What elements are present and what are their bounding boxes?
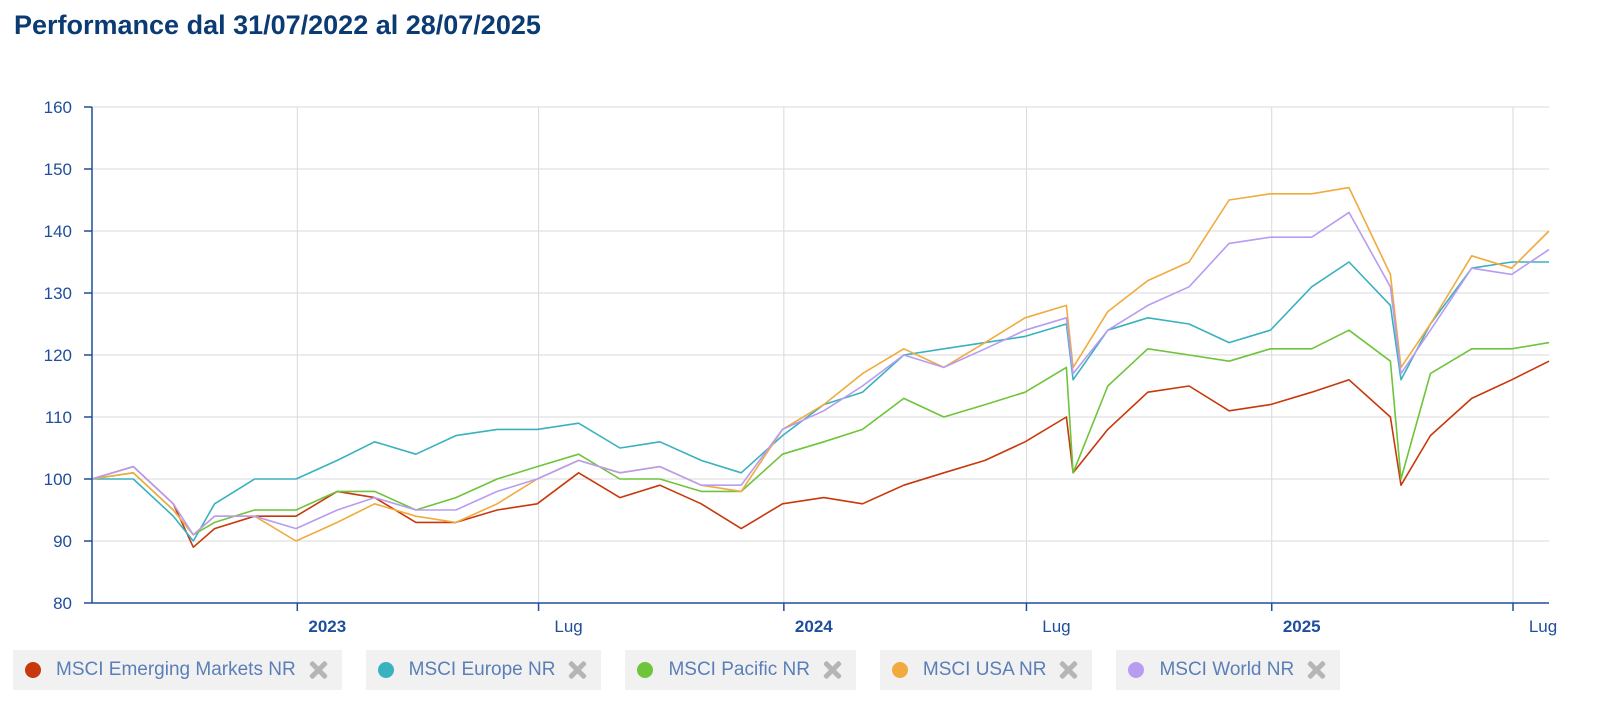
- legend-dot-icon: [377, 662, 394, 678]
- legend-item[interactable]: MSCI World NR: [1116, 650, 1341, 690]
- close-icon[interactable]: [1058, 660, 1078, 680]
- close-icon[interactable]: [822, 660, 842, 680]
- series-line: [92, 261, 1549, 542]
- x-tick-label: Lug: [1529, 617, 1557, 636]
- legend: MSCI Emerging Markets NR MSCI Europe NR MS…: [13, 650, 1341, 690]
- series-line: [91, 329, 1550, 536]
- legend-item[interactable]: MSCI Emerging Markets NR: [13, 650, 342, 690]
- series-line: [91, 360, 1550, 549]
- y-tick-label: 130: [44, 284, 72, 303]
- legend-label: MSCI Europe NR: [408, 659, 556, 680]
- y-tick-label: 100: [44, 470, 72, 489]
- x-tick-label: Lug: [1042, 617, 1070, 636]
- axes: 80 90 100 110 120 130 140 150 160 2023 Lug 2024 Lug 2…: [44, 98, 1558, 636]
- x-tick-label: 2023: [308, 617, 346, 636]
- legend-label: MSCI Emerging Markets NR: [56, 659, 296, 680]
- x-tick-label: 2025: [1283, 617, 1321, 636]
- legend-item[interactable]: MSCI Pacific NR: [625, 650, 856, 690]
- legend-label: MSCI USA NR: [922, 659, 1047, 680]
- performance-chart: 80 90 100 110 120 130 140 150 160 2023 Lug 2024 Lug 2…: [44, 98, 1558, 636]
- y-tick-label: 120: [44, 346, 72, 365]
- close-icon[interactable]: [308, 660, 328, 680]
- y-tick-label: 90: [53, 532, 72, 551]
- y-tick-label: 140: [44, 222, 72, 241]
- legend-dot-icon: [25, 662, 41, 678]
- y-tick-label: 80: [53, 594, 72, 613]
- legend-dot-icon: [1128, 662, 1145, 678]
- legend-dot-icon: [891, 662, 908, 678]
- chart-title: Performance dal 31/07/2022 al 28/07/2025: [14, 10, 541, 40]
- close-icon[interactable]: [567, 660, 587, 680]
- series-lines: [91, 186, 1550, 549]
- y-tick-label: 160: [44, 98, 72, 117]
- y-tick-label: 110: [45, 408, 72, 427]
- legend-item[interactable]: MSCI USA NR: [879, 650, 1093, 690]
- legend-dot-icon: [637, 662, 654, 678]
- y-tick-label: 150: [44, 160, 72, 179]
- x-tick-label: Lug: [554, 617, 582, 636]
- legend-label: MSCI Pacific NR: [668, 659, 810, 680]
- series-line: [91, 211, 1550, 536]
- series-line: [91, 186, 1550, 542]
- x-tick-label: 2024: [795, 617, 833, 636]
- grid-lines: [92, 106, 1549, 603]
- legend-label: MSCI World NR: [1159, 659, 1295, 680]
- legend-item[interactable]: MSCI Europe NR: [365, 650, 602, 690]
- close-icon[interactable]: [1306, 660, 1326, 680]
